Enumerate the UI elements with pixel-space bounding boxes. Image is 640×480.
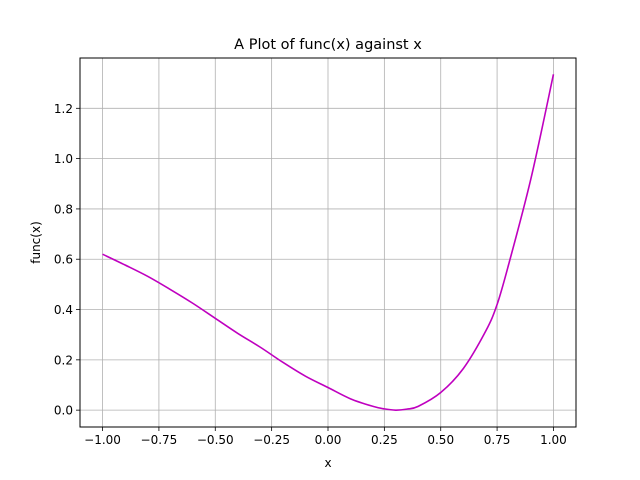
x-axis: −1.00 −0.75 −0.50 −0.25 0.00 0.25 0.50 0.75 1.00	[84, 427, 567, 447]
chart-title: A Plot of func(x) against x	[234, 37, 422, 53]
y-tick-label: 1.0	[54, 152, 73, 166]
x-tick-label: −1.00	[84, 433, 121, 447]
x-tick-label: −0.25	[253, 433, 290, 447]
y-tick-label: 1.2	[54, 102, 73, 116]
y-tick-label: 0.8	[54, 202, 73, 216]
plot-series	[102, 74, 555, 411]
y-axis-label: func(x)	[29, 221, 43, 264]
x-tick-label: −0.75	[141, 433, 178, 447]
x-tick-label: −0.50	[197, 433, 234, 447]
y-axis: 0.0 0.2 0.4 0.6 0.8 1.0 1.2	[54, 102, 80, 418]
grid	[80, 58, 576, 427]
y-tick-label: 0.0	[54, 404, 73, 418]
x-tick-label: 0.75	[484, 433, 511, 447]
series-line	[102, 74, 555, 411]
x-tick-label: 1.00	[540, 433, 567, 447]
x-tick-label: 0.50	[427, 433, 454, 447]
x-tick-label: 0.00	[315, 433, 342, 447]
x-tick-label: 0.25	[371, 433, 398, 447]
y-tick-label: 0.2	[54, 353, 73, 367]
x-axis-label: x	[324, 456, 331, 470]
y-tick-label: 0.6	[54, 253, 73, 267]
y-tick-label: 0.4	[54, 303, 73, 317]
